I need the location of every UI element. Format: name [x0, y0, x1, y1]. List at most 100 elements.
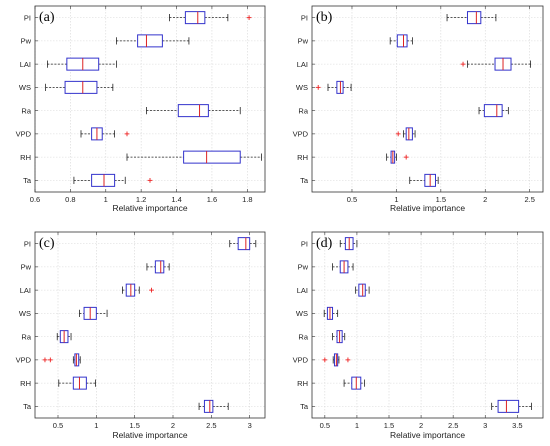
x-tick-label: 1.4	[171, 195, 181, 204]
box-iqr	[203, 399, 214, 413]
outlier-marker	[322, 357, 328, 363]
box-ta	[73, 173, 153, 187]
y-tick-label-ra: Ra	[298, 332, 308, 341]
outlier-marker	[149, 287, 154, 293]
box-rh	[386, 150, 409, 164]
x-tick-label: 1	[94, 421, 98, 430]
x-tick-label: 3.5	[512, 421, 522, 430]
y-tick-label-vpd: VPD	[293, 130, 309, 139]
box-ws	[45, 80, 114, 94]
y-tick-label-ws: WS	[296, 83, 308, 92]
axes-frame	[34, 231, 266, 419]
x-tick-label: 0.5	[320, 421, 330, 430]
outlier-marker	[42, 357, 48, 363]
y-tick-label-pw: Pw	[21, 37, 32, 46]
x-axis-label: Relative importance	[112, 430, 187, 440]
panel-label: (b)	[316, 10, 333, 25]
y-tick-label-pw: Pw	[21, 263, 32, 272]
box-iqr	[396, 34, 408, 48]
outlier-marker	[47, 357, 53, 363]
x-tick-label: 1.5	[384, 421, 394, 430]
x-tick-label: 2	[483, 195, 487, 204]
box-ta	[491, 399, 532, 413]
box-lai	[122, 283, 154, 297]
outlier-marker	[460, 61, 466, 67]
y-tick-label-rh: RH	[20, 379, 31, 388]
x-tick-label: 1.5	[436, 195, 446, 204]
x-tick-label: 3	[483, 421, 487, 430]
box-ra	[478, 104, 509, 118]
outlier-marker	[246, 15, 252, 21]
box-lai	[460, 57, 531, 71]
y-tick-label-ra: Ra	[21, 106, 31, 115]
axes-frame	[34, 5, 266, 193]
box-iqr	[64, 80, 98, 94]
box-iqr	[183, 150, 241, 164]
x-axis-label: Relative importance	[390, 430, 465, 440]
box-rh	[58, 376, 96, 390]
x-tick-label: 1	[104, 195, 108, 204]
box-pi	[339, 237, 358, 251]
box-iqr	[358, 283, 366, 297]
box-ws	[315, 80, 352, 94]
box-vpd	[42, 353, 81, 367]
y-tick-label-pi: PI	[301, 13, 308, 22]
x-tick-label: 2	[171, 421, 175, 430]
x-axis-label: Relative importance	[390, 203, 465, 213]
box-ra	[56, 330, 72, 344]
y-tick-label-ws: WS	[296, 309, 308, 318]
y-tick-label-rh: RH	[20, 153, 31, 162]
y-tick-label-ra: Ra	[21, 332, 31, 341]
axes-frame	[311, 231, 544, 419]
box-vpd	[395, 127, 416, 141]
box-pi	[169, 11, 252, 25]
panel-d: 0.5 1 1.5 2 2.5 3 3.5 Relative importance (d) PI P…	[293, 231, 544, 440]
x-tick-label: 1.2	[136, 195, 146, 204]
box-pw	[146, 260, 170, 274]
box-ta	[409, 173, 439, 187]
y-tick-label-rh: RH	[297, 153, 308, 162]
box-vpd	[80, 127, 130, 141]
box-lai	[46, 57, 117, 71]
y-tick-label-lai: LAI	[20, 60, 31, 69]
box-ta	[198, 399, 229, 413]
x-tick-label: 2.5	[206, 421, 216, 430]
x-axis-label: Relative importance	[112, 203, 187, 213]
x-tick-label: 0.6	[30, 195, 40, 204]
y-tick-label-pi: PI	[301, 239, 308, 248]
panel-label: (d)	[316, 236, 333, 251]
panel-a: 0.6 0.8 1 1.2 1.4 1.6 1.8 Relative importance (a…	[16, 5, 266, 213]
box-pi	[446, 11, 497, 25]
outlier-marker	[124, 131, 130, 137]
box-iqr	[237, 237, 251, 251]
y-tick-label-ta: Ta	[23, 176, 32, 185]
y-tick-label-vpd: VPD	[16, 356, 32, 365]
box-iqr	[154, 260, 165, 274]
box-ws	[323, 306, 339, 320]
y-tick-label-ta: Ta	[23, 402, 32, 411]
x-tick-label: 0.8	[65, 195, 75, 204]
y-tick-label-vpd: VPD	[293, 356, 309, 365]
outlier-marker	[345, 357, 351, 363]
y-tick-label-rh: RH	[297, 379, 308, 388]
box-pw	[332, 260, 354, 274]
y-tick-label-pw: Pw	[298, 263, 309, 272]
y-tick-label-ta: Ta	[300, 402, 309, 411]
x-tick-label: 0.5	[53, 421, 63, 430]
y-tick-label-pi: PI	[24, 239, 31, 248]
box-iqr	[184, 11, 206, 25]
box-pw	[389, 34, 413, 48]
x-tick-label: 1	[394, 195, 398, 204]
plot-area	[312, 6, 543, 192]
y-tick-label-pi: PI	[24, 13, 31, 22]
y-tick-label-ws: WS	[19, 309, 31, 318]
panel-label: (c)	[39, 236, 55, 251]
plot-area	[35, 232, 265, 418]
box-vpd	[322, 353, 351, 367]
x-tick-label: 1.8	[242, 195, 252, 204]
box-iqr	[177, 104, 209, 118]
outlier-marker	[395, 131, 401, 137]
box-ra	[146, 104, 241, 118]
panel-label: (a)	[39, 10, 55, 25]
